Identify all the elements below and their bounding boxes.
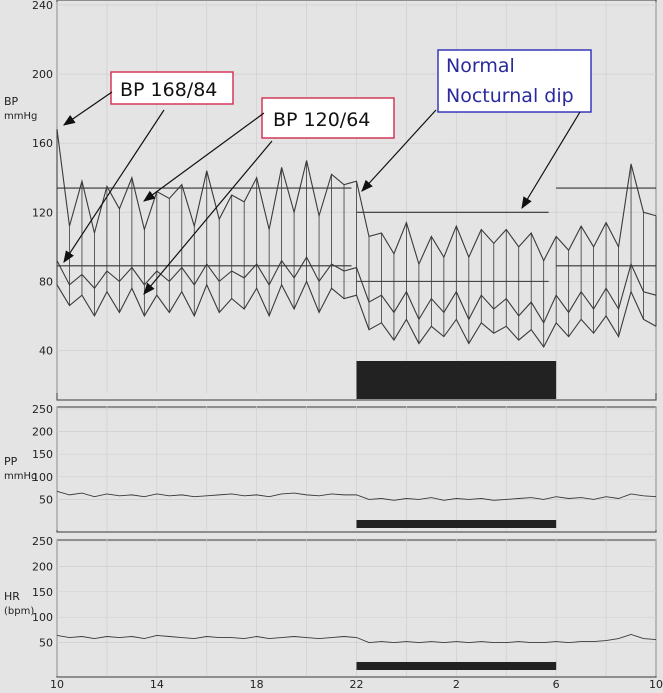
hr-axis-title-line1: HR	[4, 590, 20, 603]
y-tick-label: 100	[32, 471, 53, 484]
y-tick-label: 200	[32, 560, 53, 573]
night-period-bar	[356, 520, 557, 528]
annotation-bp-120-64: BP 120/64	[143, 97, 395, 295]
y-tick-label: 240	[32, 0, 53, 12]
x-tick-label: 10	[649, 678, 663, 689]
axis-ticks: 40 80 120 160 200 240 50 100 150 200 250 50 100 150 20…	[32, 0, 663, 691]
y-tick-label: 200	[32, 426, 53, 439]
annotation-arrow	[521, 111, 581, 210]
x-tick-label: 10	[50, 678, 64, 689]
x-tick-label: 6	[553, 678, 560, 689]
pp-axis-title-line1: PP	[4, 455, 18, 468]
annotation-arrow	[143, 140, 273, 295]
annotation-box	[437, 49, 592, 113]
annotation-arrow	[63, 109, 165, 264]
data-series	[56, 129, 657, 644]
bp-axis-title-line2: mmHg	[4, 111, 37, 122]
y-tick-label: 120	[32, 206, 53, 219]
annotation-text-line1: Normal	[446, 55, 515, 77]
annotation-bp-168-84: BP 168/84	[63, 71, 234, 264]
annotation-box	[110, 71, 234, 105]
series-line-hr-0	[56, 633, 657, 644]
night-period-bars	[356, 361, 557, 670]
x-tick-label: 14	[150, 678, 164, 689]
y-tick-label: 80	[39, 275, 53, 288]
annotation-text-line2: Nocturnal dip	[446, 85, 574, 107]
x-tick-label: 18	[250, 678, 264, 689]
annotation-text: BP 168/84	[120, 79, 217, 101]
annotation-arrow	[361, 109, 437, 192]
y-tick-label: 100	[32, 611, 53, 624]
y-tick-label: 150	[32, 586, 53, 599]
y-tick-label: 40	[39, 344, 53, 357]
night-period-bar	[356, 662, 557, 670]
bp-axis-title-line1: BP	[4, 95, 19, 108]
y-tick-label: 250	[32, 535, 53, 548]
hr-axis-title-line2: (bpm)	[4, 606, 34, 617]
x-tick-label: 2	[453, 678, 460, 689]
annotation-arrow	[63, 91, 113, 126]
y-tick-label: 150	[32, 448, 53, 461]
pp-axis-title-line2: mmHg	[4, 471, 37, 482]
annotation-arrow	[143, 112, 265, 202]
y-tick-label: 250	[32, 403, 53, 416]
annotation-text: BP 120/64	[273, 109, 370, 131]
y-tick-label: 50	[39, 493, 53, 506]
y-tick-label: 50	[39, 637, 53, 650]
annotation-normal-nocturnal-dip: Normal Nocturnal dip	[361, 49, 592, 210]
y-tick-label: 200	[32, 68, 53, 81]
series-line-pp-0	[56, 490, 657, 501]
x-tick-label: 22	[350, 678, 364, 689]
annotation-box	[261, 97, 395, 139]
night-period-bar	[356, 361, 557, 399]
y-tick-label: 160	[32, 137, 53, 150]
